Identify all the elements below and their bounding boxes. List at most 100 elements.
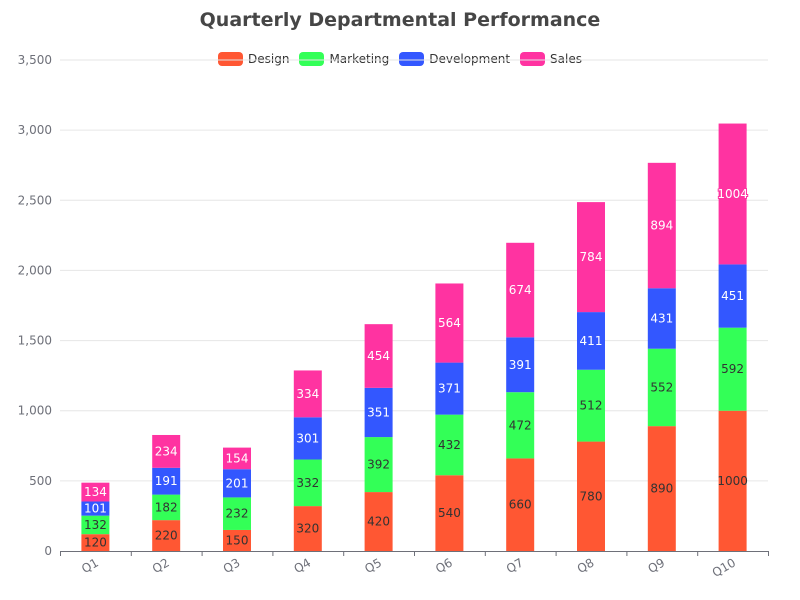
legend: Design Marketing Development Sales: [0, 52, 800, 66]
legend-label-development: Development: [429, 52, 511, 66]
bar-development: [718, 264, 747, 328]
data-label-sales: 784: [580, 250, 603, 264]
data-label-design: 220: [155, 529, 178, 543]
y-tick-label: 2,000: [18, 263, 52, 277]
x-tick-label: Q10: [710, 555, 738, 579]
data-label-sales: 134: [84, 485, 107, 499]
data-label-sales: 894: [650, 219, 673, 233]
bar-marketing: [506, 392, 535, 459]
legend-item-design[interactable]: Design: [218, 52, 289, 66]
data-label-development: 431: [650, 311, 673, 325]
bar-development: [81, 501, 110, 516]
legend-label-sales: Sales: [550, 52, 582, 66]
x-tick-label: Q2: [150, 555, 172, 576]
bar-marketing: [293, 459, 322, 507]
legend-label-marketing: Marketing: [329, 52, 390, 66]
legend-swatch-sales: [520, 52, 546, 66]
bar-development: [506, 337, 535, 393]
data-label-marketing: 332: [296, 476, 319, 490]
bar-development: [577, 312, 605, 370]
legend-swatch-development: [399, 52, 425, 66]
data-label-marketing: 132: [84, 518, 107, 532]
chart-title: Quarterly Departmental Performance: [199, 9, 601, 31]
data-label-development: 391: [509, 358, 532, 372]
y-tick-label: 1,500: [18, 334, 52, 348]
bar-development: [647, 288, 676, 349]
legend-swatch-marketing: [299, 52, 325, 66]
bar-sales: [435, 283, 464, 363]
y-tick-label: 3,500: [18, 53, 52, 67]
bar-development: [223, 469, 251, 498]
data-label-design: 660: [509, 498, 532, 512]
data-label-sales: 334: [296, 387, 319, 401]
data-label-sales: 154: [226, 451, 249, 465]
bar-design: [293, 506, 322, 551]
bar-sales: [293, 370, 322, 418]
x-tick-label: Q8: [575, 555, 597, 576]
bar-design: [435, 475, 464, 551]
bar-marketing: [577, 369, 605, 442]
y-tick-label: 500: [29, 474, 52, 488]
data-label-design: 150: [226, 533, 249, 547]
data-label-marketing: 392: [367, 458, 390, 472]
x-tick-label: Q7: [504, 555, 526, 576]
data-label-design: 1000: [717, 474, 748, 488]
bar-development: [293, 417, 322, 460]
bar-sales: [647, 162, 676, 289]
bar-marketing: [364, 437, 393, 493]
bar-sales: [81, 482, 110, 502]
x-tick-label: Q6: [433, 555, 455, 576]
bar-design: [223, 529, 251, 551]
data-label-marketing: 552: [650, 380, 673, 394]
bar-marketing: [647, 348, 676, 427]
legend-item-development[interactable]: Development: [399, 52, 510, 66]
x-tick-label: Q4: [291, 555, 313, 576]
data-label-marketing: 182: [155, 500, 178, 514]
data-label-marketing: 472: [509, 418, 532, 432]
y-tick-label: 3,000: [18, 123, 52, 137]
y-tick-label: 1,000: [18, 404, 52, 418]
data-label-design: 420: [367, 515, 390, 529]
x-tick-label: Q9: [645, 555, 667, 576]
bar-design: [718, 410, 747, 551]
data-label-sales: 1004: [717, 187, 748, 201]
bar-marketing: [152, 494, 181, 521]
data-label-sales: 564: [438, 316, 461, 330]
data-label-marketing: 432: [438, 438, 461, 452]
x-tick-label: Q1: [79, 555, 101, 576]
bar-sales: [223, 447, 251, 470]
bar-design: [577, 441, 605, 551]
bar-development: [435, 362, 464, 415]
data-label-development: 351: [367, 405, 390, 419]
data-label-development: 101: [84, 502, 107, 516]
bar-marketing: [435, 414, 464, 476]
x-tick-label: Q3: [221, 555, 243, 576]
bar-development: [152, 467, 181, 495]
bar-development: [364, 387, 393, 438]
data-label-development: 191: [155, 474, 178, 488]
y-tick-label: 2,500: [18, 193, 52, 207]
data-label-development: 451: [721, 289, 744, 303]
data-label-development: 411: [580, 334, 603, 348]
data-label-development: 371: [438, 382, 461, 396]
bar-sales: [577, 202, 605, 313]
bar-design: [364, 492, 393, 551]
data-label-development: 201: [226, 476, 249, 490]
legend-item-sales[interactable]: Sales: [520, 52, 582, 66]
y-tick-label: 0: [44, 544, 52, 558]
bar-design: [152, 520, 181, 551]
bar-sales: [718, 123, 747, 265]
data-label-design: 780: [580, 489, 603, 503]
bar-marketing: [718, 327, 747, 411]
legend-swatch-design: [218, 52, 243, 66]
data-label-sales: 674: [509, 283, 532, 297]
bar-marketing: [223, 497, 251, 530]
legend-item-marketing[interactable]: Marketing: [299, 52, 389, 66]
bar-design: [81, 534, 110, 551]
data-label-development: 301: [296, 431, 319, 445]
bar-sales: [506, 242, 535, 338]
x-tick-label: Q5: [362, 555, 384, 576]
data-label-marketing: 232: [226, 507, 249, 521]
data-label-marketing: 592: [721, 362, 744, 376]
